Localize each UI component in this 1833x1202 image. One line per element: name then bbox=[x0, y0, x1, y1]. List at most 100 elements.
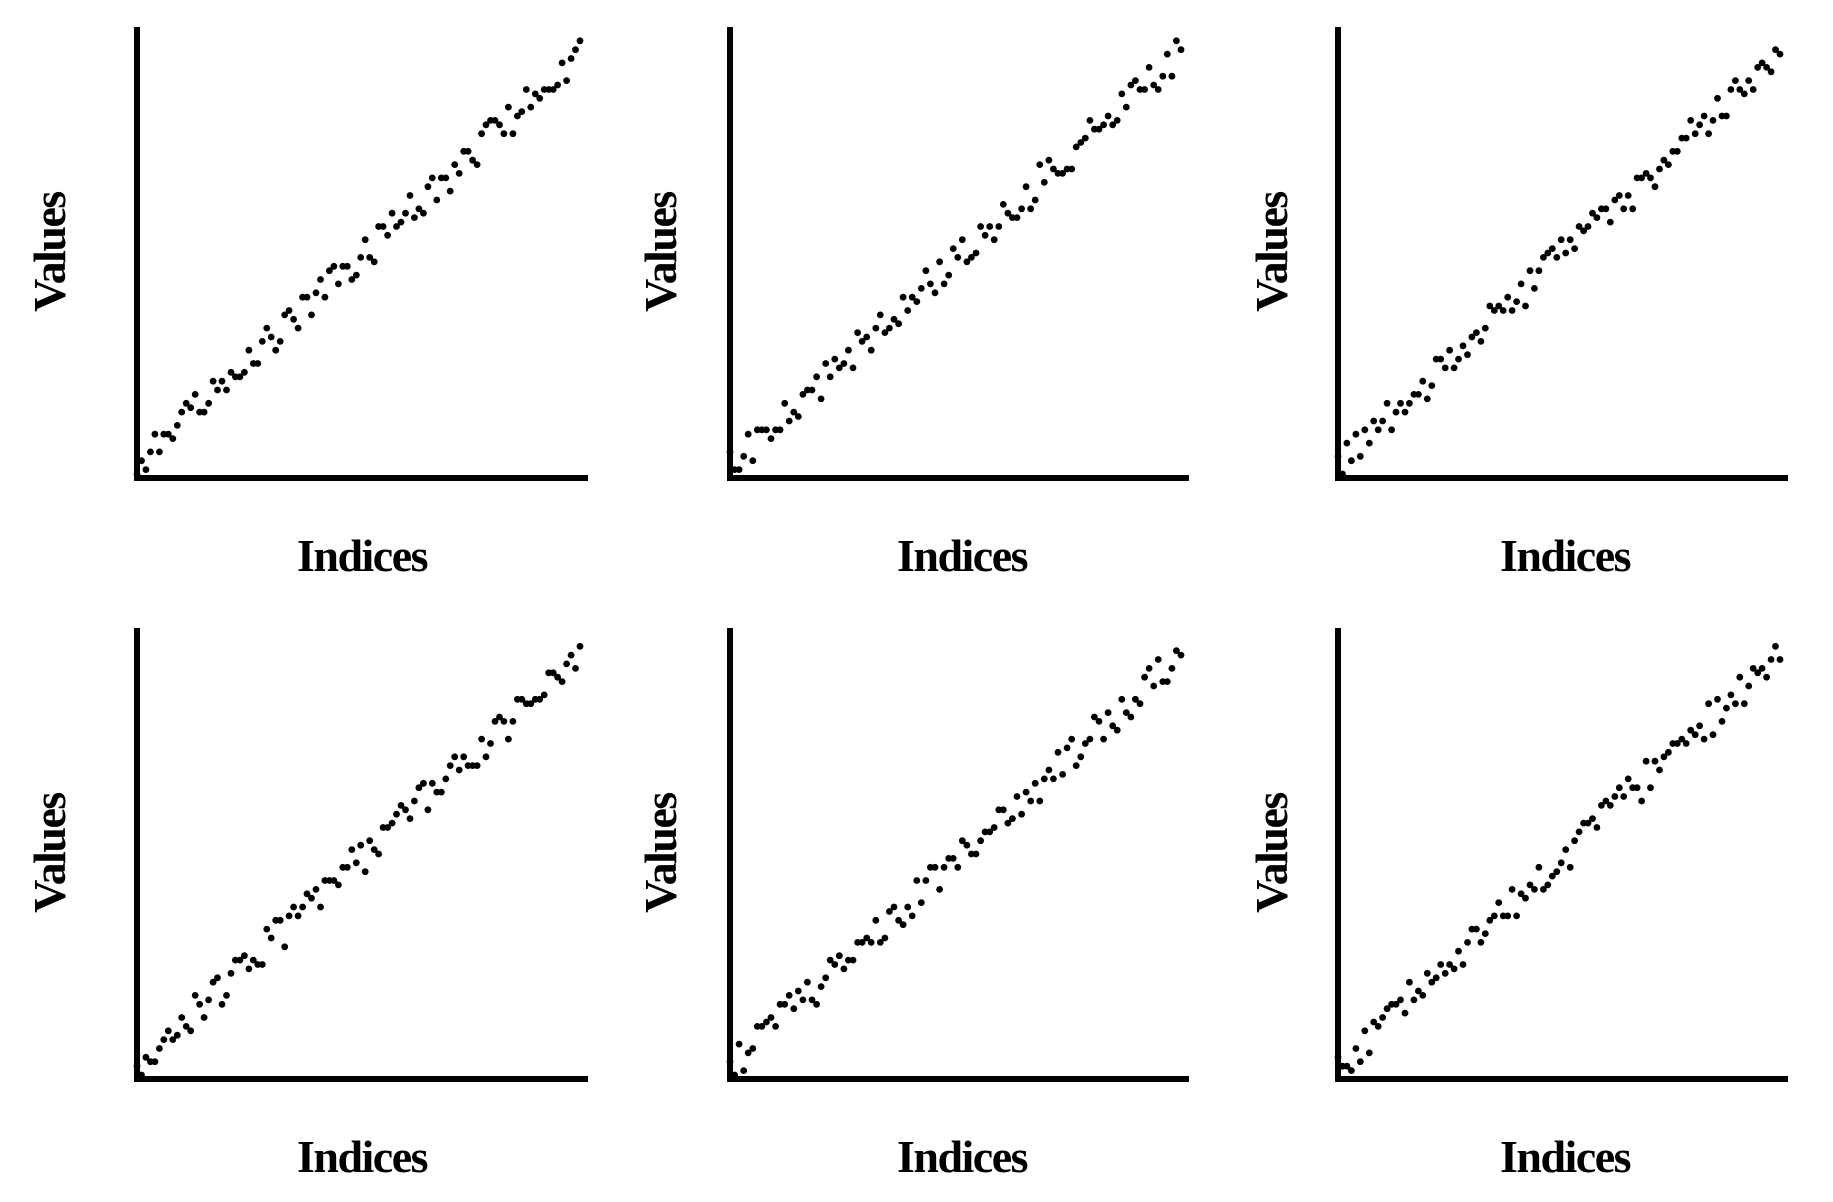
data-point bbox=[1687, 117, 1695, 124]
data-point bbox=[1446, 346, 1453, 354]
data-point bbox=[1428, 382, 1436, 389]
plot-canvas-2 bbox=[726, 27, 1189, 481]
data-point bbox=[209, 978, 217, 986]
data-point bbox=[1629, 205, 1637, 213]
data-point bbox=[411, 214, 418, 222]
data-point bbox=[326, 267, 333, 275]
data-point bbox=[156, 448, 163, 456]
data-point bbox=[1714, 94, 1721, 102]
plot-canvas-4 bbox=[133, 628, 588, 1082]
data-point bbox=[1557, 859, 1565, 867]
data-point bbox=[1009, 815, 1016, 822]
data-point bbox=[1168, 72, 1176, 80]
data-point bbox=[1624, 775, 1632, 783]
data-point bbox=[931, 863, 939, 871]
data-point bbox=[178, 408, 186, 416]
data-point bbox=[1036, 161, 1044, 169]
data-point bbox=[813, 1000, 820, 1008]
data-point bbox=[411, 797, 418, 805]
data-point bbox=[442, 775, 450, 783]
data-point bbox=[972, 850, 980, 858]
data-point bbox=[826, 956, 834, 964]
data-point bbox=[1624, 192, 1632, 199]
data-point bbox=[1059, 771, 1066, 778]
data-point bbox=[1040, 178, 1048, 186]
data-point bbox=[1754, 669, 1762, 677]
data-point bbox=[1776, 656, 1784, 663]
data-point bbox=[276, 916, 284, 924]
data-point bbox=[1696, 722, 1703, 730]
data-point bbox=[1077, 753, 1085, 761]
data-point bbox=[1522, 894, 1529, 902]
data-point bbox=[366, 254, 374, 261]
data-point bbox=[1077, 139, 1085, 146]
data-point bbox=[1526, 267, 1534, 275]
data-point bbox=[1665, 748, 1672, 756]
data-point bbox=[294, 324, 302, 332]
data-point bbox=[731, 1071, 738, 1079]
data-point bbox=[813, 373, 820, 381]
scatter-plot-4: Values Indices bbox=[0, 601, 611, 1202]
data-point bbox=[1361, 1027, 1369, 1035]
data-point bbox=[343, 262, 351, 270]
data-point bbox=[954, 254, 962, 261]
data-point bbox=[464, 147, 472, 155]
data-point bbox=[1141, 86, 1148, 93]
data-point bbox=[1063, 744, 1071, 752]
data-point bbox=[1714, 695, 1721, 703]
data-point bbox=[895, 916, 902, 924]
data-point bbox=[370, 258, 378, 266]
data-point bbox=[822, 360, 830, 367]
data-point bbox=[1723, 704, 1730, 712]
y-axis-label: Values bbox=[635, 793, 686, 913]
data-point bbox=[343, 863, 351, 871]
data-point bbox=[428, 174, 436, 182]
data-point bbox=[1544, 249, 1552, 257]
data-point bbox=[890, 903, 898, 911]
data-point bbox=[1159, 72, 1167, 80]
data-point bbox=[936, 886, 943, 893]
data-point bbox=[1754, 64, 1762, 71]
data-point bbox=[913, 298, 921, 305]
data-point bbox=[1642, 757, 1650, 765]
data-point bbox=[735, 466, 743, 473]
data-point bbox=[424, 806, 432, 814]
data-point bbox=[781, 1000, 789, 1008]
data-point bbox=[1740, 700, 1748, 708]
data-point bbox=[1356, 452, 1364, 460]
data-point bbox=[576, 642, 584, 650]
data-point bbox=[1633, 784, 1641, 792]
data-point bbox=[1059, 170, 1066, 177]
data-point bbox=[223, 992, 230, 999]
data-point bbox=[214, 386, 221, 394]
scatter-points bbox=[133, 642, 584, 1079]
data-point bbox=[563, 660, 570, 668]
data-point bbox=[576, 37, 584, 45]
data-point bbox=[361, 236, 369, 244]
data-point bbox=[500, 718, 508, 725]
data-point bbox=[1173, 37, 1180, 45]
data-point bbox=[321, 293, 329, 301]
data-point bbox=[895, 320, 902, 328]
data-point bbox=[531, 90, 539, 98]
data-point bbox=[312, 886, 320, 893]
data-point bbox=[187, 1027, 195, 1035]
data-point bbox=[1553, 254, 1561, 261]
data-point bbox=[1531, 285, 1538, 292]
data-point bbox=[940, 863, 948, 871]
x-axis-line bbox=[1335, 1076, 1788, 1082]
data-point bbox=[740, 452, 748, 460]
data-point bbox=[1522, 302, 1529, 310]
data-point bbox=[1763, 64, 1770, 71]
data-point bbox=[826, 373, 834, 381]
data-point bbox=[491, 117, 499, 124]
data-point bbox=[831, 961, 839, 968]
data-point bbox=[1095, 718, 1103, 725]
data-point bbox=[808, 996, 816, 1004]
data-point bbox=[1045, 156, 1053, 164]
data-point bbox=[1383, 1005, 1391, 1013]
data-point bbox=[290, 315, 297, 323]
data-point bbox=[767, 435, 775, 442]
data-point bbox=[1548, 872, 1556, 880]
data-point bbox=[735, 1040, 743, 1048]
